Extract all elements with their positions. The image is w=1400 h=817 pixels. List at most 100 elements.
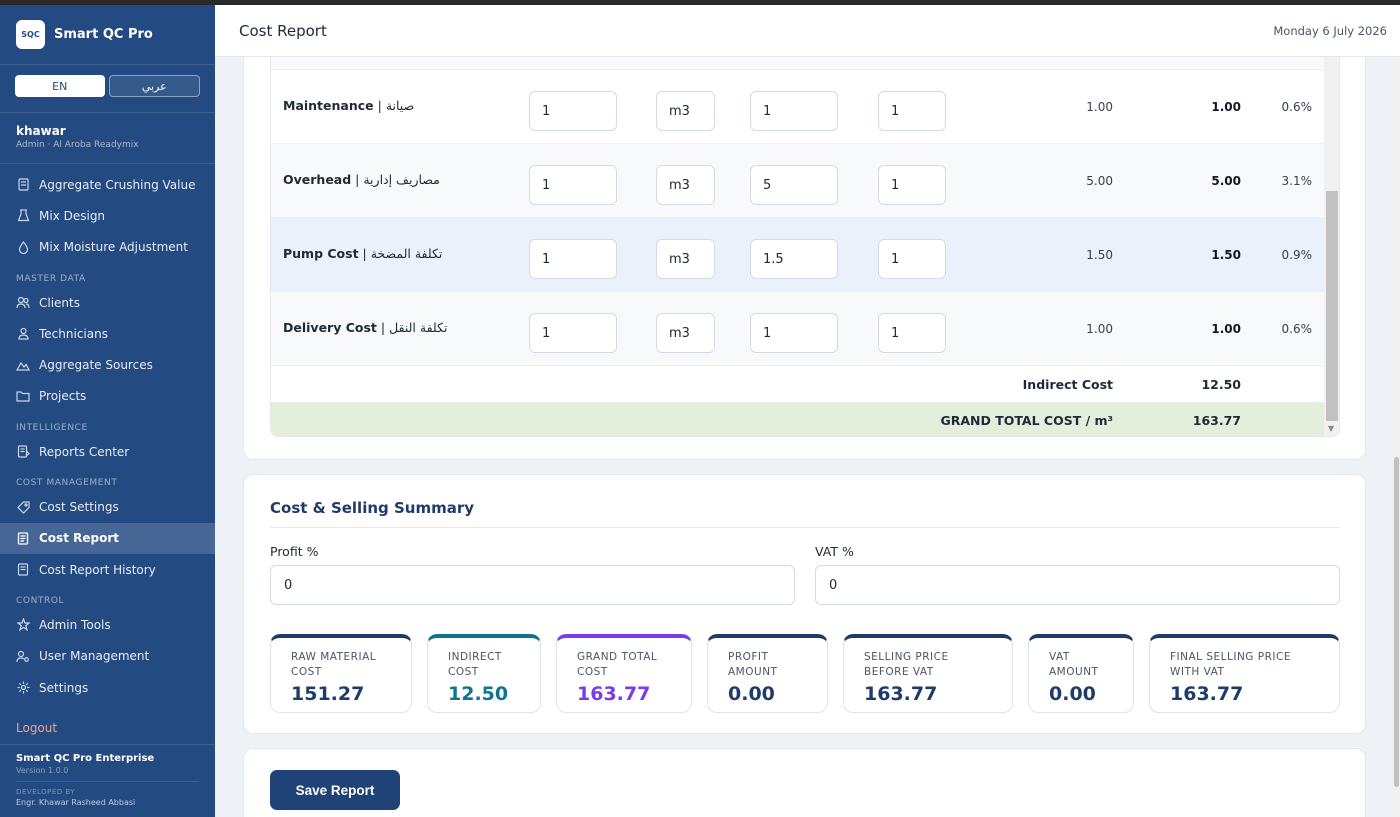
sidebar: SQC Smart QC Pro EN عربي khawar Admin · … — [0, 5, 215, 817]
vat-input[interactable]: 0 — [815, 565, 1340, 605]
table-row: Overhead | مصاريف إدارية 1 m3 5 1 5.00 5… — [271, 144, 1324, 218]
tag-icon — [16, 500, 30, 514]
actions-card: Save Report — [243, 748, 1366, 817]
qty-input[interactable]: 1 — [529, 239, 617, 279]
percent-value: 0.9% — [1281, 248, 1313, 262]
sidebar-footer: Smart QC Pro Enterprise Version 1.0.0 DE… — [0, 745, 215, 815]
cost-value: 1.00 — [1086, 100, 1113, 114]
qty-input[interactable]: 1 — [529, 165, 617, 205]
total-value: 1.00 — [1211, 322, 1241, 336]
profit-input[interactable]: 0 — [270, 565, 795, 605]
table-row: Maintenance | صيانة 1 m3 1 1 1.00 1.00 0… — [271, 70, 1324, 144]
nav-technicians[interactable]: Technicians — [0, 318, 215, 349]
lang-en-button[interactable]: EN — [15, 75, 105, 97]
table-scrollbar[interactable]: ▼ — [1324, 57, 1339, 436]
user-name: khawar — [16, 124, 66, 138]
nav-user-management[interactable]: User Management — [0, 641, 215, 672]
rate-input[interactable]: 5 — [750, 165, 838, 205]
person-icon — [16, 327, 30, 341]
cost-value: 1.00 — [1086, 322, 1113, 336]
nav-reports-center[interactable]: Reports Center — [0, 436, 215, 467]
page-scroll-thumb[interactable] — [1394, 457, 1399, 787]
indirect-cost-row: Indirect Cost 12.50 — [271, 366, 1324, 402]
nav-aggregate-sources[interactable]: Aggregate Sources — [0, 349, 215, 380]
footer-title: Smart QC Pro Enterprise — [16, 753, 155, 765]
stat-indirect-cost: INDIRECT COST 12.50 — [427, 634, 541, 713]
footer-version: Version 1.0.0 — [16, 766, 69, 776]
user-cog-icon — [16, 649, 30, 663]
stat-value: 0.00 — [728, 683, 775, 705]
star-icon — [16, 618, 30, 632]
users-icon — [16, 296, 30, 310]
nav-settings[interactable]: Settings — [0, 672, 215, 703]
stat-value: 12.50 — [448, 683, 509, 705]
brand: SQC Smart QC Pro — [0, 5, 215, 65]
unit-input[interactable]: m3 — [656, 91, 715, 131]
user-role: Admin · Al Aroba Readymix — [16, 140, 139, 150]
factor-input[interactable]: 1 — [878, 91, 946, 131]
document-icon — [16, 531, 30, 545]
rate-input[interactable]: 1.5 — [750, 239, 838, 279]
scroll-down-arrow-icon[interactable]: ▼ — [1328, 424, 1335, 433]
row-label-en: Overhead — [283, 172, 352, 187]
save-report-button[interactable]: Save Report — [270, 770, 400, 810]
qty-input[interactable]: 1 — [529, 313, 617, 353]
stat-value: 163.77 — [1170, 683, 1244, 705]
footer-dev-name: Engr. Khawar Rasheed Abbasi — [16, 798, 136, 808]
app-name: Smart QC Pro — [54, 27, 153, 42]
section-control: CONTROL — [16, 596, 65, 607]
report-icon — [16, 445, 30, 459]
nav-label: Cost Settings — [39, 500, 119, 515]
flask-icon — [16, 178, 30, 192]
row-label: Overhead | مصاريف إدارية — [283, 172, 440, 187]
indirect-cost-value: 12.50 — [1201, 377, 1241, 392]
nav-clients[interactable]: Clients — [0, 287, 215, 318]
vat-label: VAT % — [815, 544, 854, 559]
nav-mix-design[interactable]: Mix Design — [0, 200, 215, 231]
stat-final-selling-price: FINAL SELLING PRICE WITH VAT 163.77 — [1149, 634, 1340, 713]
factor-input[interactable]: 1 — [878, 239, 946, 279]
unit-input[interactable]: m3 — [656, 165, 715, 205]
stat-label: SELLING PRICE BEFORE VAT — [864, 651, 949, 678]
stat-label: VAT AMOUNT — [1049, 651, 1099, 678]
qty-input[interactable]: 1 — [529, 91, 617, 131]
stat-value: 0.00 — [1049, 683, 1096, 705]
percent-value: 0.6% — [1281, 322, 1313, 336]
history-icon — [16, 563, 30, 577]
nav-cost-report-history[interactable]: Cost Report History — [0, 554, 215, 585]
page-scrollbar[interactable] — [1393, 57, 1400, 817]
row-label-ar: تكلفة النقل — [389, 320, 448, 335]
app-logo: SQC — [16, 20, 45, 49]
rate-input[interactable]: 1 — [750, 91, 838, 131]
profit-label: Profit % — [270, 544, 319, 559]
nav-label: Mix Moisture Adjustment — [39, 240, 188, 255]
unit-input[interactable]: m3 — [656, 313, 715, 353]
rate-input[interactable]: 1 — [750, 313, 838, 353]
grand-total-row: GRAND TOTAL COST / m³ 163.77 — [271, 402, 1324, 436]
nav-aggregate-crushing-value[interactable]: Aggregate Crushing Value — [0, 169, 215, 200]
footer-dev-label: DEVELOPED BY — [16, 788, 76, 797]
total-value: 1.00 — [1211, 100, 1241, 114]
nav-label: Aggregate Sources — [39, 358, 153, 373]
row-label-ar: مصاريف إدارية — [363, 172, 440, 187]
nav-admin-tools[interactable]: Admin Tools — [0, 609, 215, 640]
nav-label: Clients — [39, 295, 80, 310]
cost-value: 5.00 — [1086, 174, 1113, 188]
unit-input[interactable]: m3 — [656, 239, 715, 279]
row-label-ar: صيانة — [385, 98, 415, 113]
lang-ar-button[interactable]: عربي — [108, 75, 200, 97]
page-title: Cost Report — [239, 21, 327, 40]
nav-label: Projects — [39, 389, 87, 404]
nav-mix-moisture-adjustment[interactable]: Mix Moisture Adjustment — [0, 232, 215, 263]
logout-link[interactable]: Logout — [0, 711, 215, 746]
stat-vat-amount: VAT AMOUNT 0.00 — [1028, 634, 1134, 713]
stat-profit-amount: PROFIT AMOUNT 0.00 — [707, 634, 828, 713]
summary-divider — [270, 527, 1340, 528]
nav-cost-settings[interactable]: Cost Settings — [0, 491, 215, 522]
nav-projects[interactable]: Projects — [0, 381, 215, 412]
nav-cost-report[interactable]: Cost Report — [0, 522, 215, 554]
table-scroll-thumb[interactable] — [1326, 191, 1338, 421]
factor-input[interactable]: 1 — [878, 165, 946, 205]
stat-value: 163.77 — [577, 683, 651, 705]
factor-input[interactable]: 1 — [878, 313, 946, 353]
